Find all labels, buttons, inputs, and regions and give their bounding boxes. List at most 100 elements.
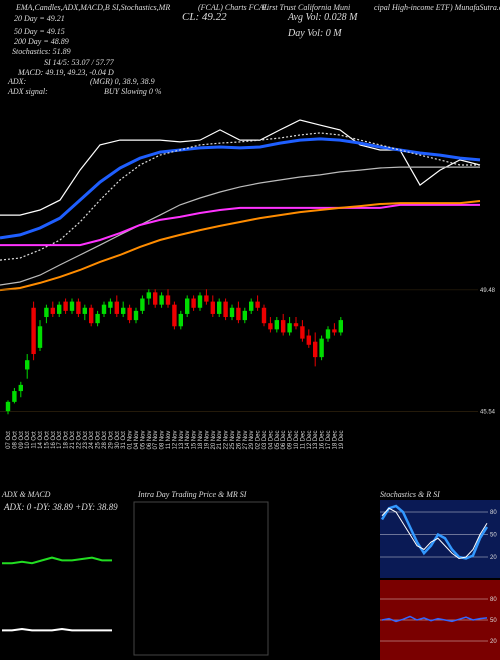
candle-body [204,295,209,302]
line [0,166,480,286]
x-tick-label: 09 Dec [288,430,294,449]
candle-body [293,323,299,327]
candle-body [146,292,151,299]
candle-body [127,307,132,321]
x-tick-label: 04 Dec [268,430,274,449]
candle-body [249,301,254,311]
candle-body [242,310,247,321]
candle-body [108,301,113,308]
candle-body [44,307,49,318]
line [381,507,488,560]
ma50: 50 Day = 49.15 [14,27,65,36]
stoch-bg [380,500,500,578]
adx-value: (MGR) 0, 38.9, 38.9 [90,77,155,86]
day-vol: Day Vol: 0 M [287,28,342,39]
x-tick-label: 14 Nov [185,430,191,449]
candle-body [325,329,331,339]
candle-body [31,307,36,355]
x-tick-label: 16 Dec [320,430,326,449]
x-tick-label: 18 Dec [332,430,338,449]
line [0,200,481,292]
header-text: (FCAL) Charts FCAL [198,3,269,12]
x-tick-label: 08 Nov [160,430,166,449]
candle-body [268,323,273,330]
header-text: cipal High-income ETF) MunafaSutra.com [374,3,500,12]
adx-label: ADX: 0 -DY: 38.89 +DY: 38.89 [3,502,118,512]
y-tick-label: 50 [490,618,497,624]
candle-body [101,304,107,314]
x-tick-label: 12 Nov [172,430,178,449]
x-tick-label: 26 Nov [236,430,242,449]
candle-body [217,301,222,314]
ma20: 20 Day = 49.21 [14,14,65,23]
candle-body [319,338,324,358]
candle-body [12,391,17,402]
x-tick-label: 07 Nov [153,430,159,449]
candle-body [25,360,30,370]
x-tick-label: 03 Dec [262,430,268,449]
x-tick-label: 20 Nov [211,430,217,449]
x-tick-label: 12 Dec [307,430,313,449]
intraday-box [133,501,269,656]
x-tick-label: 06 Nov [147,430,153,449]
x-tick-label: 29 Oct [108,431,114,449]
y-tick-label: 50 [490,533,497,539]
candle-body [223,301,228,318]
x-tick-label: 07 Oct [6,431,12,449]
x-tick-label: 16 Oct [51,431,57,449]
header-text: EMA,Candles,ADX,MACD,B [15,3,110,12]
line [2,627,112,632]
candle-body [114,301,119,314]
candle-body [255,301,260,308]
panel-title: ADX & MACD [1,490,51,499]
x-tick-label: 23 Oct [83,431,89,449]
candle-body [281,320,286,333]
line [2,556,112,565]
candle-body [153,292,158,305]
y-tick-label: 80 [490,510,497,516]
candle-body [69,301,75,311]
x-tick-label: 31 Oct [121,431,127,449]
candle-body [185,298,190,314]
candle-body [191,298,196,308]
x-tick-label: 14 Oct [38,431,44,449]
candle-body [332,329,337,333]
y-tick-label: 45.54 [480,409,496,415]
panel-title: Intra Day Trading Price & MR SI [137,490,247,499]
candle-body [313,341,318,358]
x-tick-label: 15 Nov [192,430,198,449]
x-tick-label: 17 Oct [57,431,63,449]
x-tick-label: 13 Nov [179,430,185,449]
x-tick-label: 11 Dec [300,431,306,450]
x-tick-label: 05 Dec [275,430,281,449]
y-tick-label: 80 [490,597,497,603]
candle-body [37,326,43,348]
candle-body [57,304,62,314]
x-tick-label: 19 Dec [339,430,345,449]
candle-body [197,295,203,308]
close-text: CL: 49.22 [182,11,227,23]
candle-body [306,335,311,345]
x-tick-label: 27 Nov [243,430,249,449]
x-tick-label: 21 Nov [217,430,223,449]
x-tick-label: 13 Dec [313,430,319,449]
candle-body [82,307,87,314]
x-tick-label: 11 Nov [166,431,172,450]
candle-body [133,310,139,321]
candle-body [140,298,145,311]
x-tick-label: 22 Nov [224,430,230,449]
ma200: 200 Day = 48.89 [14,37,69,46]
x-tick-label: 05 Nov [140,430,146,449]
x-tick-label: 24 Oct [89,431,95,449]
x-tick-label: 09 Oct [19,431,25,449]
avg-vol: Avg Vol: 0.028 M [287,12,358,23]
candle-body [300,326,305,339]
stoch-text: Stochastics: 51.89 [12,47,71,56]
line [0,203,480,247]
candle-body [210,301,215,314]
candle-body [165,295,171,305]
x-tick-label: 08 Oct [12,431,18,449]
x-tick-label: 11 Oct [32,431,38,449]
candle-body [18,384,23,392]
